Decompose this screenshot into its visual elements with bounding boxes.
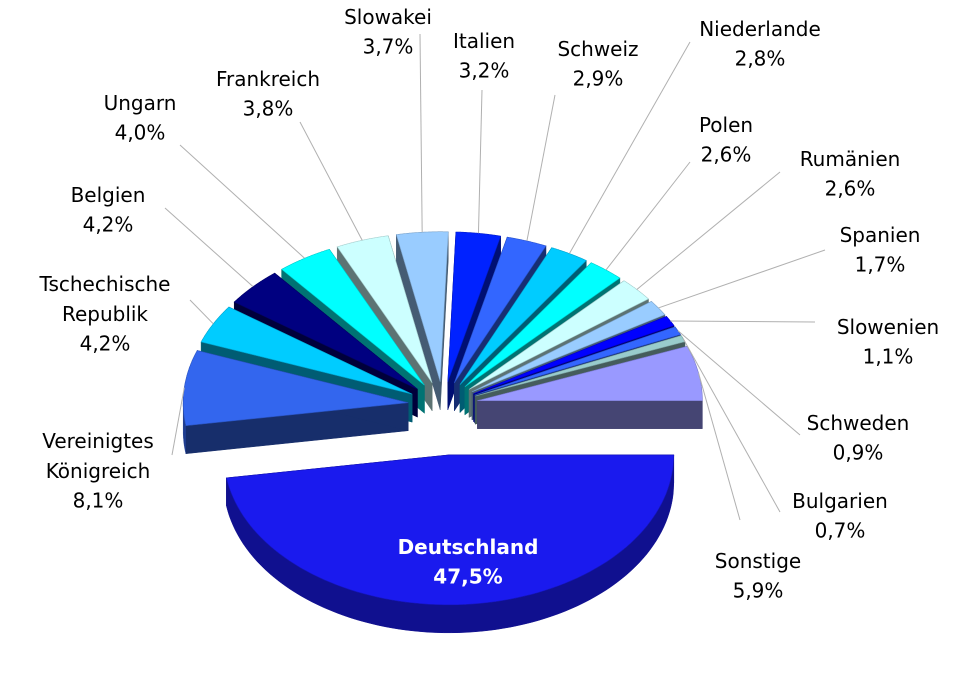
value-label: 1,7%: [855, 253, 906, 277]
slice-top: [226, 454, 675, 606]
category-label: Rumänien: [800, 147, 901, 171]
value-label: 4,0%: [115, 121, 166, 145]
leader-line: [636, 171, 781, 290]
category-label: Italien: [453, 29, 515, 53]
value-label: 2,9%: [573, 67, 624, 91]
category-label: Niederlande: [699, 17, 821, 41]
value-label: 3,8%: [243, 97, 294, 121]
value-label: 2,8%: [735, 47, 786, 71]
slice: [477, 345, 703, 430]
slice-top: [281, 248, 425, 386]
leader-line: [477, 89, 483, 234]
slice: [226, 454, 675, 634]
leader-line: [164, 207, 254, 288]
slice-top: [336, 235, 433, 383]
leader-line: [299, 121, 363, 241]
category-label: Slowenien: [837, 315, 939, 339]
value-label: 2,6%: [701, 143, 752, 167]
leader-line: [605, 161, 691, 271]
leader-line: [419, 33, 423, 233]
category-label: Polen: [699, 113, 753, 137]
slice-top: [200, 306, 413, 395]
value-label: 0,9%: [833, 441, 884, 465]
leader-line: [569, 41, 691, 254]
category-label: Ungarn: [104, 91, 177, 115]
leader-line: [526, 94, 556, 242]
slice-side: [477, 400, 703, 429]
leader-line: [670, 320, 816, 323]
leader-line: [171, 387, 185, 456]
category-label: Tschechische Republik: [39, 272, 171, 326]
value-label: 2,6%: [825, 177, 876, 201]
slice-top: [464, 262, 621, 388]
value-label: 47,5%: [433, 565, 502, 589]
value-label: 4,2%: [80, 332, 131, 356]
category-label: Deutschland: [398, 535, 539, 559]
value-label: 3,2%: [459, 59, 510, 83]
slice-top: [447, 231, 502, 383]
value-label: 1,1%: [863, 345, 914, 369]
leader-line: [658, 249, 826, 309]
slice-top: [468, 280, 650, 390]
category-label: Schweiz: [557, 37, 638, 61]
category-label: Frankreich: [216, 67, 320, 91]
value-label: 3,7%: [363, 35, 414, 59]
leader-line: [179, 144, 305, 259]
leader-line: [698, 372, 741, 521]
value-label: 4,2%: [83, 213, 134, 237]
leader-line: [677, 330, 801, 436]
category-label: Slowakei: [344, 5, 432, 29]
category-label: Spanien: [840, 223, 921, 247]
slice-top: [477, 345, 703, 401]
value-label: 0,7%: [815, 519, 866, 543]
slice: [182, 350, 409, 454]
category-label: Vereinigtes Königreich: [42, 429, 154, 483]
value-label: 8,1%: [73, 489, 124, 513]
value-label: 5,9%: [733, 579, 784, 603]
slice-top: [474, 326, 682, 396]
leader-line: [682, 338, 781, 513]
category-label: Bulgarien: [792, 489, 888, 513]
category-label: Belgien: [71, 183, 146, 207]
leader-line: [189, 299, 214, 325]
category-label: Sonstige: [715, 549, 801, 573]
category-label: Schweden: [807, 411, 910, 435]
slice: [395, 231, 449, 410]
